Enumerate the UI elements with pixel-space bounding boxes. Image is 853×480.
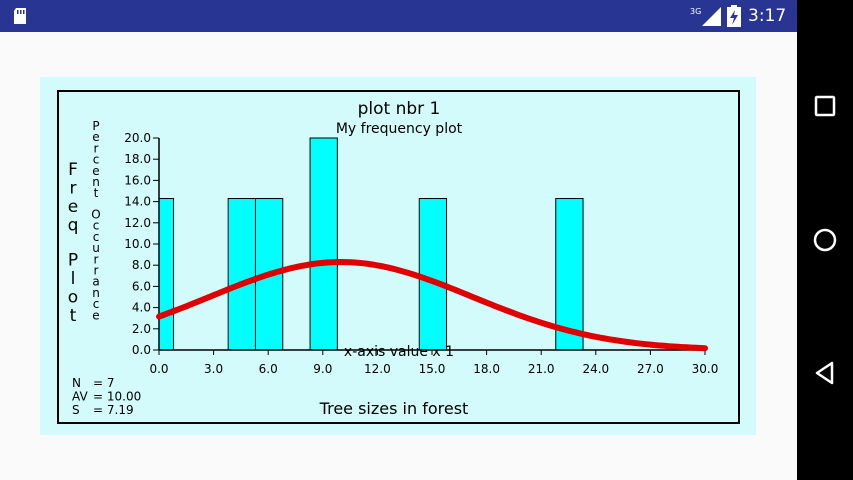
back-button[interactable] bbox=[807, 355, 843, 391]
x-tick-label: 0.0 bbox=[149, 362, 168, 376]
outer-y-label-char: F bbox=[68, 160, 78, 180]
y-axis-label-char: c bbox=[93, 230, 100, 244]
y-axis-label-char: c bbox=[93, 219, 100, 233]
y-tick-label: 6.0 bbox=[132, 279, 151, 293]
stat-label: S bbox=[72, 403, 80, 417]
x-tick-label: 18.0 bbox=[473, 362, 500, 376]
y-axis-label-char: n bbox=[92, 175, 100, 189]
network-type-label: 3G bbox=[690, 7, 701, 16]
stat-value: = 10.00 bbox=[93, 390, 141, 404]
stat-value: = 7 bbox=[93, 376, 115, 390]
recents-button[interactable] bbox=[807, 88, 843, 124]
outer-y-label-char: P bbox=[68, 251, 78, 271]
y-axis-label-char: u bbox=[92, 241, 100, 255]
outer-y-label-char: q bbox=[68, 216, 79, 236]
y-axis-label-char: e bbox=[92, 130, 99, 144]
x-tick-label: 3.0 bbox=[204, 362, 223, 376]
y-tick-label: 12.0 bbox=[124, 216, 151, 230]
outer-y-label-char: l bbox=[71, 269, 76, 289]
x-tick-label: 6.0 bbox=[259, 362, 278, 376]
navigation-bar bbox=[797, 0, 853, 480]
y-tick-label: 14.0 bbox=[124, 195, 151, 209]
y-tick-label: 16.0 bbox=[124, 173, 151, 187]
y-axis-label-char: c bbox=[93, 297, 100, 311]
y-axis-label-char: P bbox=[92, 119, 99, 133]
x-tick-label: 30.0 bbox=[692, 362, 719, 376]
x-tick-label: 21.0 bbox=[528, 362, 555, 376]
x-tick-label: 24.0 bbox=[582, 362, 609, 376]
stats-block: N = 7 AV = 10.00 S = 7.19 bbox=[72, 376, 141, 417]
bar-1 bbox=[227, 198, 256, 351]
back-triangle-icon bbox=[815, 361, 834, 385]
frequency-chart: plot nbr 1 My frequency plot x-axis valu… bbox=[57, 90, 740, 424]
clock: 3:17 bbox=[748, 6, 787, 26]
y-axis-label-char: e bbox=[92, 164, 99, 178]
y-axis-label-char: O bbox=[91, 207, 100, 221]
chart-container: plot nbr 1 My frequency plot x-axis valu… bbox=[40, 77, 756, 435]
stat-value: = 7.19 bbox=[93, 403, 134, 417]
y-tick-label: 8.0 bbox=[132, 258, 151, 272]
chart-subtitle: My frequency plot bbox=[336, 121, 463, 137]
y-tick-label: 2.0 bbox=[132, 322, 151, 336]
bar-0 bbox=[158, 198, 175, 351]
axes-group: 0.0 3.0 6.0 9.0 12.0 15.0 18.0 21.0 24.0 27.0 30.0… bbox=[124, 131, 718, 376]
bar-4 bbox=[418, 198, 448, 351]
home-circle-icon bbox=[813, 228, 837, 252]
x-tick-label: 27.0 bbox=[637, 362, 664, 376]
home-button[interactable] bbox=[807, 222, 843, 258]
chart-frame bbox=[57, 90, 740, 424]
battery-charging-icon bbox=[727, 5, 741, 27]
stat-label: N bbox=[72, 376, 81, 390]
chart-footer: Tree sizes in forest bbox=[319, 399, 469, 418]
recents-square-icon bbox=[814, 95, 836, 117]
y-axis-label-char: a bbox=[92, 275, 99, 289]
sd-card-icon bbox=[14, 8, 26, 24]
curve-group bbox=[156, 258, 708, 352]
bar-5 bbox=[555, 198, 584, 351]
y-tick-label: 20.0 bbox=[124, 131, 151, 145]
x-tick-label: 9.0 bbox=[313, 362, 332, 376]
outer-y-label-char: o bbox=[68, 288, 78, 308]
y-axis-label-char: c bbox=[93, 153, 100, 167]
y-tick-label: 0.0 bbox=[132, 343, 151, 357]
y-axis-label-char: r bbox=[94, 263, 99, 277]
y-axis-label-char: n bbox=[92, 286, 100, 300]
y-axis-label-char: r bbox=[94, 141, 99, 155]
outer-y-label-char: r bbox=[70, 179, 77, 199]
chart-title: plot nbr 1 bbox=[358, 99, 441, 119]
y-axis-label-char: r bbox=[94, 252, 99, 266]
normal-curve bbox=[156, 258, 708, 352]
y-tick-label: 10.0 bbox=[124, 237, 151, 251]
status-bar: 3G 3:17 bbox=[0, 0, 797, 32]
x-tick-label: 12.0 bbox=[364, 362, 391, 376]
y-axis-label-char: e bbox=[92, 308, 99, 322]
stat-label: AV bbox=[72, 390, 88, 404]
outer-y-label-char: t bbox=[70, 306, 77, 326]
y-tick-label: 4.0 bbox=[132, 301, 151, 315]
outer-y-label-char: e bbox=[68, 197, 78, 217]
y-axis-label-char: t bbox=[94, 186, 99, 200]
signal-icon: 3G bbox=[690, 7, 721, 26]
bar-3 bbox=[309, 137, 338, 351]
y-tick-label: 18.0 bbox=[124, 152, 151, 166]
x-tick-label: 15.0 bbox=[419, 362, 446, 376]
